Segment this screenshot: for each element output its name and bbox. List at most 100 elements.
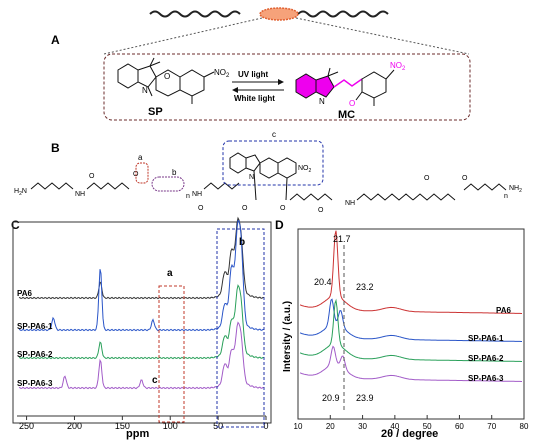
d-label-sp3: SP-PA6-3 <box>468 374 504 383</box>
sp-no2: NO2 <box>214 68 230 79</box>
d-tick-label: 10 <box>294 422 303 431</box>
d-tick-label: 50 <box>423 422 432 431</box>
zoom-line-left <box>103 17 263 55</box>
d-label-sp1: SP-PA6-1 <box>468 334 504 343</box>
n-sub-right: n <box>504 193 508 200</box>
d-pattern-line <box>299 345 522 382</box>
panel-d-xlabel: 2θ / degree <box>381 428 438 440</box>
c-label-sp2: SP-PA6-2 <box>17 350 53 359</box>
d-annot-20-9: 20.9 <box>322 393 340 403</box>
panel-d-axis: 10 20 30 40 50 60 70 80 <box>294 415 529 431</box>
c-tick-label: 150 <box>115 421 130 431</box>
c-spectrum-line <box>18 321 265 390</box>
zoom-line-right <box>295 17 470 55</box>
o-right-2: O <box>424 175 430 182</box>
d-annot-23-9: 23.9 <box>356 393 374 403</box>
d-pattern-line <box>299 230 522 314</box>
c-label-pa6: PA6 <box>17 289 33 298</box>
c-annot-b: b <box>239 237 245 248</box>
d-tick-label: 20 <box>326 422 335 431</box>
chain-right-3 <box>412 193 456 201</box>
box-c-label: c <box>272 130 276 139</box>
nh-left: NH <box>75 191 85 198</box>
nh-mid-1: NH <box>192 191 202 198</box>
c-tick-label: 0 <box>263 421 268 431</box>
d-tick-label: 60 <box>455 422 464 431</box>
panel-d-frame <box>297 228 525 420</box>
polymer-chain <box>149 10 389 18</box>
b-n-atom: N <box>249 174 254 181</box>
d-tick-label: 80 <box>520 422 529 431</box>
box-c <box>222 140 324 186</box>
d-tick-label: 30 <box>358 422 367 431</box>
panel-c: C 250 200 150 100 50 0 ppm a b c PA6 SP-PA6-1… <box>11 216 272 440</box>
box-b <box>151 176 185 192</box>
c-tick-label: 50 <box>213 421 223 431</box>
d-label-pa6: PA6 <box>496 306 512 315</box>
box-b-label: b <box>172 168 177 177</box>
c-tick-label: 100 <box>163 421 178 431</box>
mc-no2: NO2 <box>390 61 406 72</box>
d-label-sp2: SP-PA6-2 <box>468 354 504 363</box>
mc-structure <box>295 67 395 106</box>
panel-d-spectra <box>299 230 522 382</box>
nh2-group: NH2 <box>509 185 522 194</box>
panel-c-frame <box>12 221 272 424</box>
b-no2: NO2 <box>298 165 312 174</box>
panel-c-spectra <box>18 216 265 390</box>
sp-o-atom: O <box>164 72 170 81</box>
o-mid-3: O <box>280 205 286 212</box>
d-tick-label: 70 <box>487 422 496 431</box>
uv-arrowhead <box>278 79 284 85</box>
c-spectrum-line <box>18 284 265 360</box>
o-right-3: O <box>462 175 468 182</box>
d-pattern-line <box>299 298 522 362</box>
sp-in-polymer <box>229 152 297 201</box>
o-left-1: O <box>89 173 95 180</box>
chain-right-4 <box>463 183 507 191</box>
box-a <box>135 162 149 184</box>
d-tick-label: 40 <box>390 422 399 431</box>
c-box-b <box>216 228 265 428</box>
chain-left <box>30 182 74 190</box>
chain-mid <box>203 182 240 190</box>
n-sub-left: n <box>186 193 190 200</box>
scheme-box <box>103 53 471 121</box>
sp-structure <box>117 57 215 104</box>
o-mid-1: O <box>198 205 204 212</box>
c-label-sp3: SP-PA6-3 <box>17 379 53 388</box>
photochrome-unit <box>259 7 299 21</box>
o-right-1: O <box>318 207 324 214</box>
d-pattern-line <box>299 298 522 342</box>
c-tick-label: 250 <box>19 421 34 431</box>
c-spectrum-line <box>18 219 265 332</box>
mc-n-atom: N <box>319 97 325 106</box>
d-annot-20-4: 20.4 <box>314 277 332 287</box>
c-annot-a: a <box>167 268 173 279</box>
d-annot-21-7: 21.7 <box>333 234 351 244</box>
panel-c-label: C <box>11 218 20 232</box>
panel-d-label: D <box>275 218 284 232</box>
sp-n-atom: N <box>142 86 148 95</box>
c-spectrum-line <box>18 216 265 300</box>
mc-name: MC <box>338 109 355 121</box>
c-annot-c: c <box>152 375 158 386</box>
box-a-label: a <box>138 153 143 162</box>
white-arrowhead <box>232 87 238 93</box>
h2n-group: H2N <box>14 188 27 197</box>
c-label-sp1: SP-PA6-1 <box>17 322 53 331</box>
panel-d-ylabel: Intersity / (a.u.) <box>282 301 293 372</box>
d-annot-23-2: 23.2 <box>356 282 374 292</box>
c-box-a <box>158 285 185 423</box>
chain-left-2 <box>86 182 130 190</box>
white-label: White light <box>234 94 275 103</box>
panel-d: D 10 20 30 40 50 60 70 80 2θ / degree Intersity… <box>275 218 529 440</box>
panel-c-axis: 250 200 150 100 50 0 <box>17 415 269 431</box>
sp-name: SP <box>148 106 163 118</box>
panel-a: A N O NO2 SP UV light White light <box>51 7 471 121</box>
nh-right-1: NH <box>345 200 355 207</box>
chain-right-2 <box>356 193 414 201</box>
c-tick-label: 200 <box>67 421 82 431</box>
uv-label: UV light <box>238 70 269 79</box>
o-mid-2: O <box>242 205 248 212</box>
